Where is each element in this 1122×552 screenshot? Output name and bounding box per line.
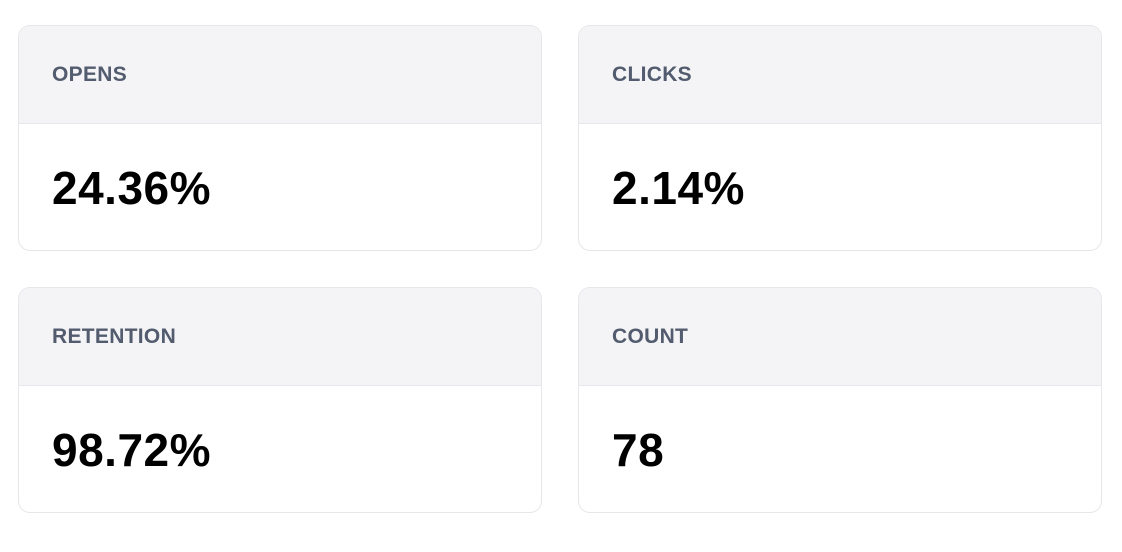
stat-card-retention: RETENTION 98.72% <box>18 287 542 513</box>
stat-label: CLICKS <box>612 62 692 86</box>
stat-value: 78 <box>612 424 665 476</box>
stat-card-count: COUNT 78 <box>578 287 1102 513</box>
stat-value: 24.36% <box>52 162 212 214</box>
stat-value: 2.14% <box>612 162 745 214</box>
card-header: CLICKS <box>579 26 1101 124</box>
stat-label: RETENTION <box>52 324 177 348</box>
card-header: OPENS <box>19 26 541 124</box>
card-body: 2.14% <box>579 124 1101 250</box>
stat-label: OPENS <box>52 62 128 86</box>
card-body: 78 <box>579 386 1101 512</box>
card-header: COUNT <box>579 288 1101 386</box>
card-header: RETENTION <box>19 288 541 386</box>
stat-card-opens: OPENS 24.36% <box>18 25 542 251</box>
card-body: 24.36% <box>19 124 541 250</box>
card-body: 98.72% <box>19 386 541 512</box>
stat-value: 98.72% <box>52 424 212 476</box>
stat-card-clicks: CLICKS 2.14% <box>578 25 1102 251</box>
stat-label: COUNT <box>612 324 689 348</box>
